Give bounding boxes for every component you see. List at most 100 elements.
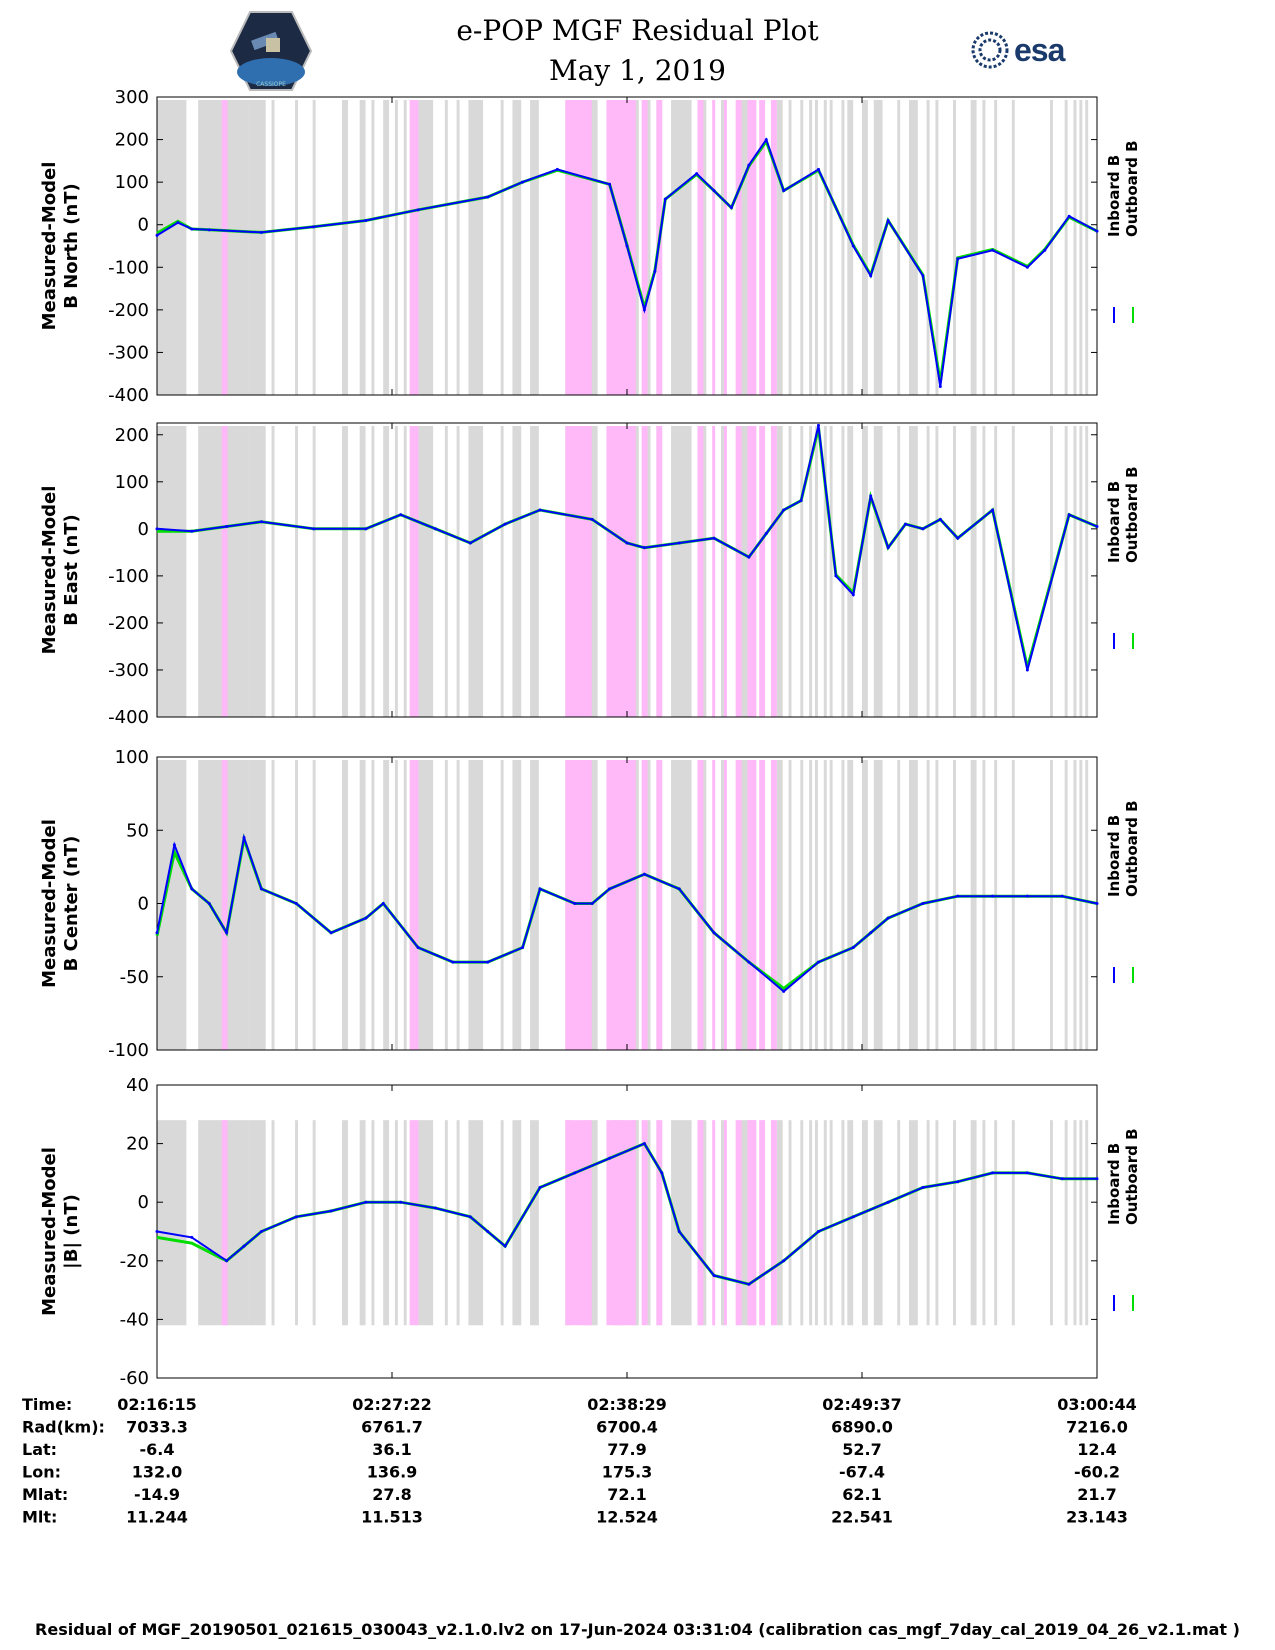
- gray-band: [312, 1120, 316, 1326]
- gray-band: [512, 100, 522, 395]
- inboard-point: [1060, 1177, 1064, 1181]
- inboard-point: [816, 167, 820, 171]
- pink-band: [697, 760, 704, 1050]
- gray-band: [403, 426, 407, 717]
- gray-band: [359, 1120, 366, 1326]
- gray-band: [829, 1120, 833, 1326]
- inboard-point: [886, 546, 890, 550]
- inboard-point: [468, 541, 472, 545]
- gray-band: [671, 760, 692, 1050]
- gray-band: [1050, 1120, 1053, 1326]
- gray-band: [1085, 1120, 1089, 1326]
- gray-band: [157, 100, 187, 395]
- gray-band: [815, 100, 818, 395]
- gray-band: [926, 1120, 930, 1326]
- pink-band: [723, 760, 727, 1050]
- inboard-point: [886, 916, 890, 920]
- ephemeris-row-label: Time:: [22, 1395, 72, 1414]
- y-axis-label-line: |B| (nT): [61, 1194, 82, 1269]
- ephemeris-value: -60.2: [1074, 1463, 1120, 1482]
- inboard-point: [259, 520, 263, 524]
- y-tick-label: -60: [120, 1368, 149, 1389]
- gray-band: [970, 426, 977, 717]
- ephemeris-value: 6890.0: [831, 1418, 893, 1437]
- inboard-point: [712, 931, 716, 935]
- y-axis-label-line: B North (nT): [61, 183, 82, 309]
- gray-band: [935, 426, 939, 717]
- legend-inboard: Inboard B: [1105, 481, 1123, 563]
- pink-band: [723, 426, 727, 717]
- gray-band: [647, 426, 651, 717]
- ephemeris-value: 11.244: [126, 1508, 188, 1527]
- gray-band: [1085, 426, 1089, 717]
- gray-band: [926, 100, 930, 395]
- gray-band: [982, 1120, 986, 1326]
- gray-band: [994, 1120, 998, 1326]
- gray-band: [721, 1120, 724, 1326]
- gray-band: [1050, 426, 1053, 717]
- inboard-point: [486, 960, 490, 964]
- gray-band: [897, 760, 901, 1050]
- gray-band: [841, 760, 845, 1050]
- ephemeris-row-label: Mlat:: [22, 1485, 68, 1504]
- y-tick-label: -20: [120, 1251, 149, 1272]
- pink-band: [712, 426, 716, 717]
- legend-outboard: Outboard B: [1123, 466, 1141, 563]
- inboard-point: [190, 227, 194, 231]
- gray-band: [157, 426, 187, 717]
- gray-band: [1073, 100, 1077, 395]
- inboard-point: [468, 1215, 472, 1219]
- inboard-point: [938, 517, 942, 521]
- y-axis-label-line: B East (nT): [61, 514, 82, 626]
- gray-band: [415, 1120, 434, 1326]
- gray-band: [403, 100, 407, 395]
- gray-band: [1079, 1120, 1083, 1326]
- gray-band: [776, 1120, 783, 1326]
- y-axis-label: Measured-ModelB East (nT): [39, 486, 82, 655]
- inboard-point: [956, 536, 960, 540]
- gray-band: [1079, 426, 1083, 717]
- legend-outboard: Outboard B: [1123, 1128, 1141, 1225]
- gray-band: [1085, 100, 1089, 395]
- gray-band: [970, 100, 977, 395]
- y-tick-label: 100: [115, 747, 149, 768]
- pink-band: [770, 760, 777, 1050]
- gray-band: [994, 760, 998, 1050]
- gray-band: [248, 1120, 266, 1326]
- legend-inboard: Inboard B: [1105, 815, 1123, 897]
- inboard-point: [851, 945, 855, 949]
- y-tick-label: -100: [108, 566, 149, 587]
- pink-band: [409, 760, 419, 1050]
- pink-band: [565, 426, 592, 717]
- inboard-point: [921, 274, 925, 278]
- gray-band: [815, 1120, 818, 1326]
- gray-band: [468, 426, 484, 717]
- pink-band: [735, 760, 742, 1050]
- inboard-point: [747, 163, 751, 167]
- gray-band: [271, 426, 275, 717]
- inboard-point: [329, 931, 333, 935]
- gray-band: [456, 760, 460, 1050]
- gray-band: [823, 426, 827, 717]
- pink-band: [747, 100, 757, 395]
- gray-band: [815, 760, 818, 1050]
- y-tick-label: -400: [108, 385, 149, 406]
- gray-band: [500, 1120, 504, 1326]
- inboard-point: [538, 1186, 542, 1190]
- pink-band: [641, 426, 648, 717]
- gray-band: [982, 760, 986, 1050]
- inboard-point: [573, 1171, 577, 1175]
- y-tick-label: -400: [108, 707, 149, 728]
- gray-band: [456, 100, 460, 395]
- page-date: May 1, 2019: [549, 54, 726, 87]
- panel-2: -400 -300 -200 -100 0 100 200 Measured-ModelB E…: [39, 422, 1141, 728]
- inboard-point: [503, 1244, 507, 1248]
- pink-band: [723, 1120, 727, 1326]
- y-tick-label: 100: [115, 472, 149, 493]
- inboard-point: [642, 1142, 646, 1146]
- gray-band: [1064, 100, 1068, 395]
- inboard-point: [921, 527, 925, 531]
- gray-band: [444, 426, 448, 717]
- gray-band: [809, 1120, 813, 1326]
- gray-band: [271, 1120, 275, 1326]
